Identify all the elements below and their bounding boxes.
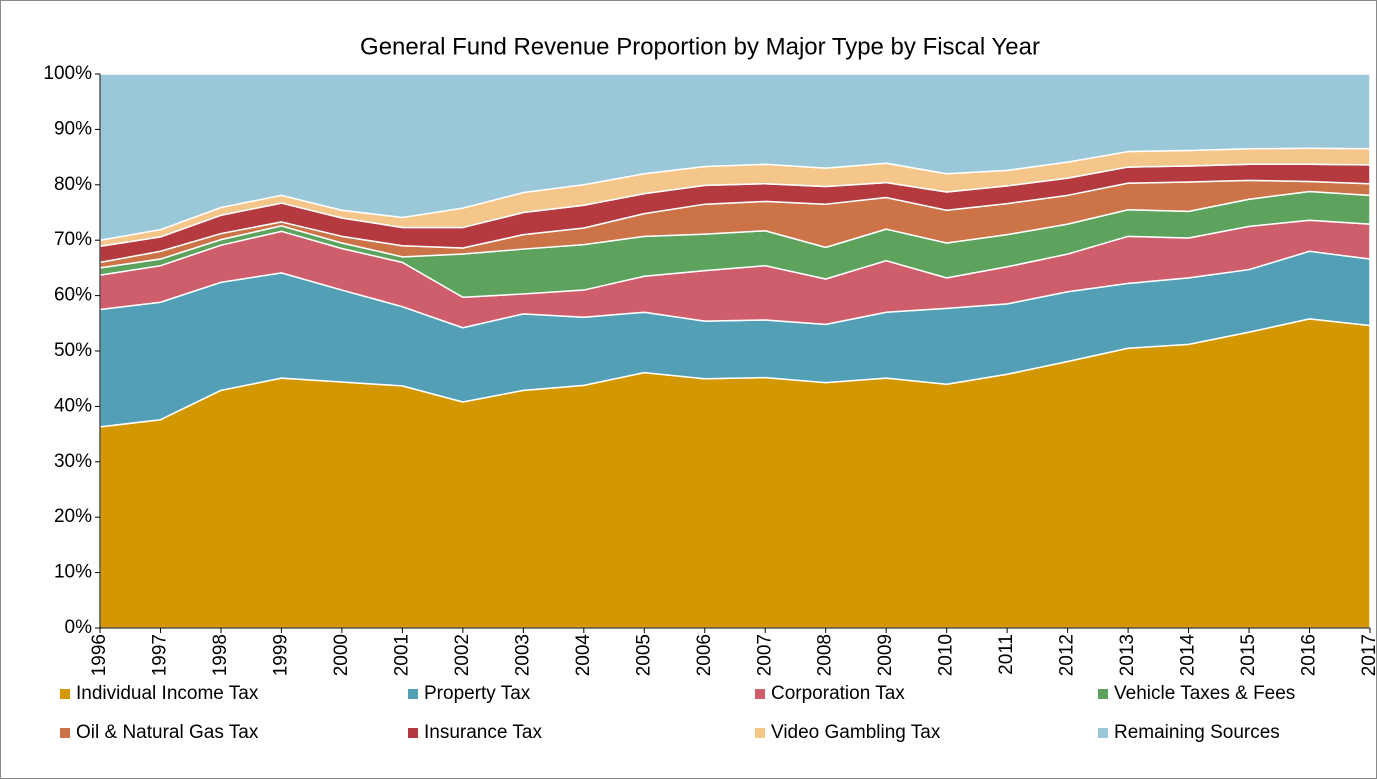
legend-swatch — [755, 689, 765, 699]
x-tick-label: 1996 — [89, 634, 110, 676]
y-tick-label: 60% — [54, 285, 92, 306]
y-tick-label: 100% — [43, 63, 92, 84]
y-tick-label: 90% — [54, 118, 92, 139]
y-tick-label: 10% — [54, 562, 92, 583]
y-tick-label: 80% — [54, 174, 92, 195]
x-tick-label: 2016 — [1299, 634, 1320, 676]
x-tick-label: 2006 — [694, 634, 715, 676]
legend-swatch — [755, 728, 765, 738]
x-tick-label: 2000 — [331, 634, 352, 676]
y-tick-label: 70% — [54, 229, 92, 250]
x-tick-label: 2009 — [875, 634, 896, 676]
legend-swatch — [1098, 728, 1108, 738]
x-tick-label: 2007 — [754, 634, 775, 676]
x-tick-label: 2001 — [391, 634, 412, 676]
legend-label: Video Gambling Tax — [771, 722, 941, 743]
x-tick-label: 2015 — [1238, 634, 1259, 676]
legend-label: Vehicle Taxes & Fees — [1114, 683, 1295, 704]
chart-title: General Fund Revenue Proportion by Major… — [360, 33, 1040, 60]
x-tick-label: 2014 — [1178, 634, 1199, 677]
x-tick-label: 2010 — [936, 634, 957, 676]
x-tick-label: 1998 — [210, 634, 231, 676]
legend-label: Oil & Natural Gas Tax — [76, 722, 259, 743]
y-tick-label: 40% — [54, 395, 92, 416]
x-tick-label: 2012 — [1057, 634, 1078, 676]
x-tick-label: 2005 — [633, 634, 654, 676]
legend-swatch — [60, 689, 70, 699]
legend-label: Property Tax — [424, 683, 531, 704]
area — [99, 73, 1371, 241]
x-tick-label: 1997 — [149, 634, 170, 676]
x-tick-label: 1999 — [270, 634, 291, 676]
legend-swatch — [408, 689, 418, 699]
legend-label: Remaining Sources — [1114, 722, 1280, 743]
x-tick-label: 2017 — [1359, 634, 1377, 676]
legend-swatch — [60, 728, 70, 738]
y-tick-label: 20% — [54, 506, 92, 527]
x-tick-label: 2011 — [996, 634, 1017, 675]
legend-label: Individual Income Tax — [76, 683, 259, 704]
x-tick-label: 2013 — [1117, 634, 1138, 676]
x-tick-label: 2004 — [573, 634, 594, 677]
y-tick-label: 50% — [54, 340, 92, 361]
legend-label: Insurance Tax — [424, 722, 542, 743]
y-tick-label: 0% — [65, 617, 93, 638]
legend-swatch — [1098, 689, 1108, 699]
x-tick-label: 2003 — [512, 634, 533, 676]
legend-label: Corporation Tax — [771, 683, 905, 704]
x-tick-label: 2008 — [815, 634, 836, 676]
legend-swatch — [408, 728, 418, 738]
y-tick-label: 30% — [54, 451, 92, 472]
x-tick-label: 2002 — [452, 634, 473, 676]
